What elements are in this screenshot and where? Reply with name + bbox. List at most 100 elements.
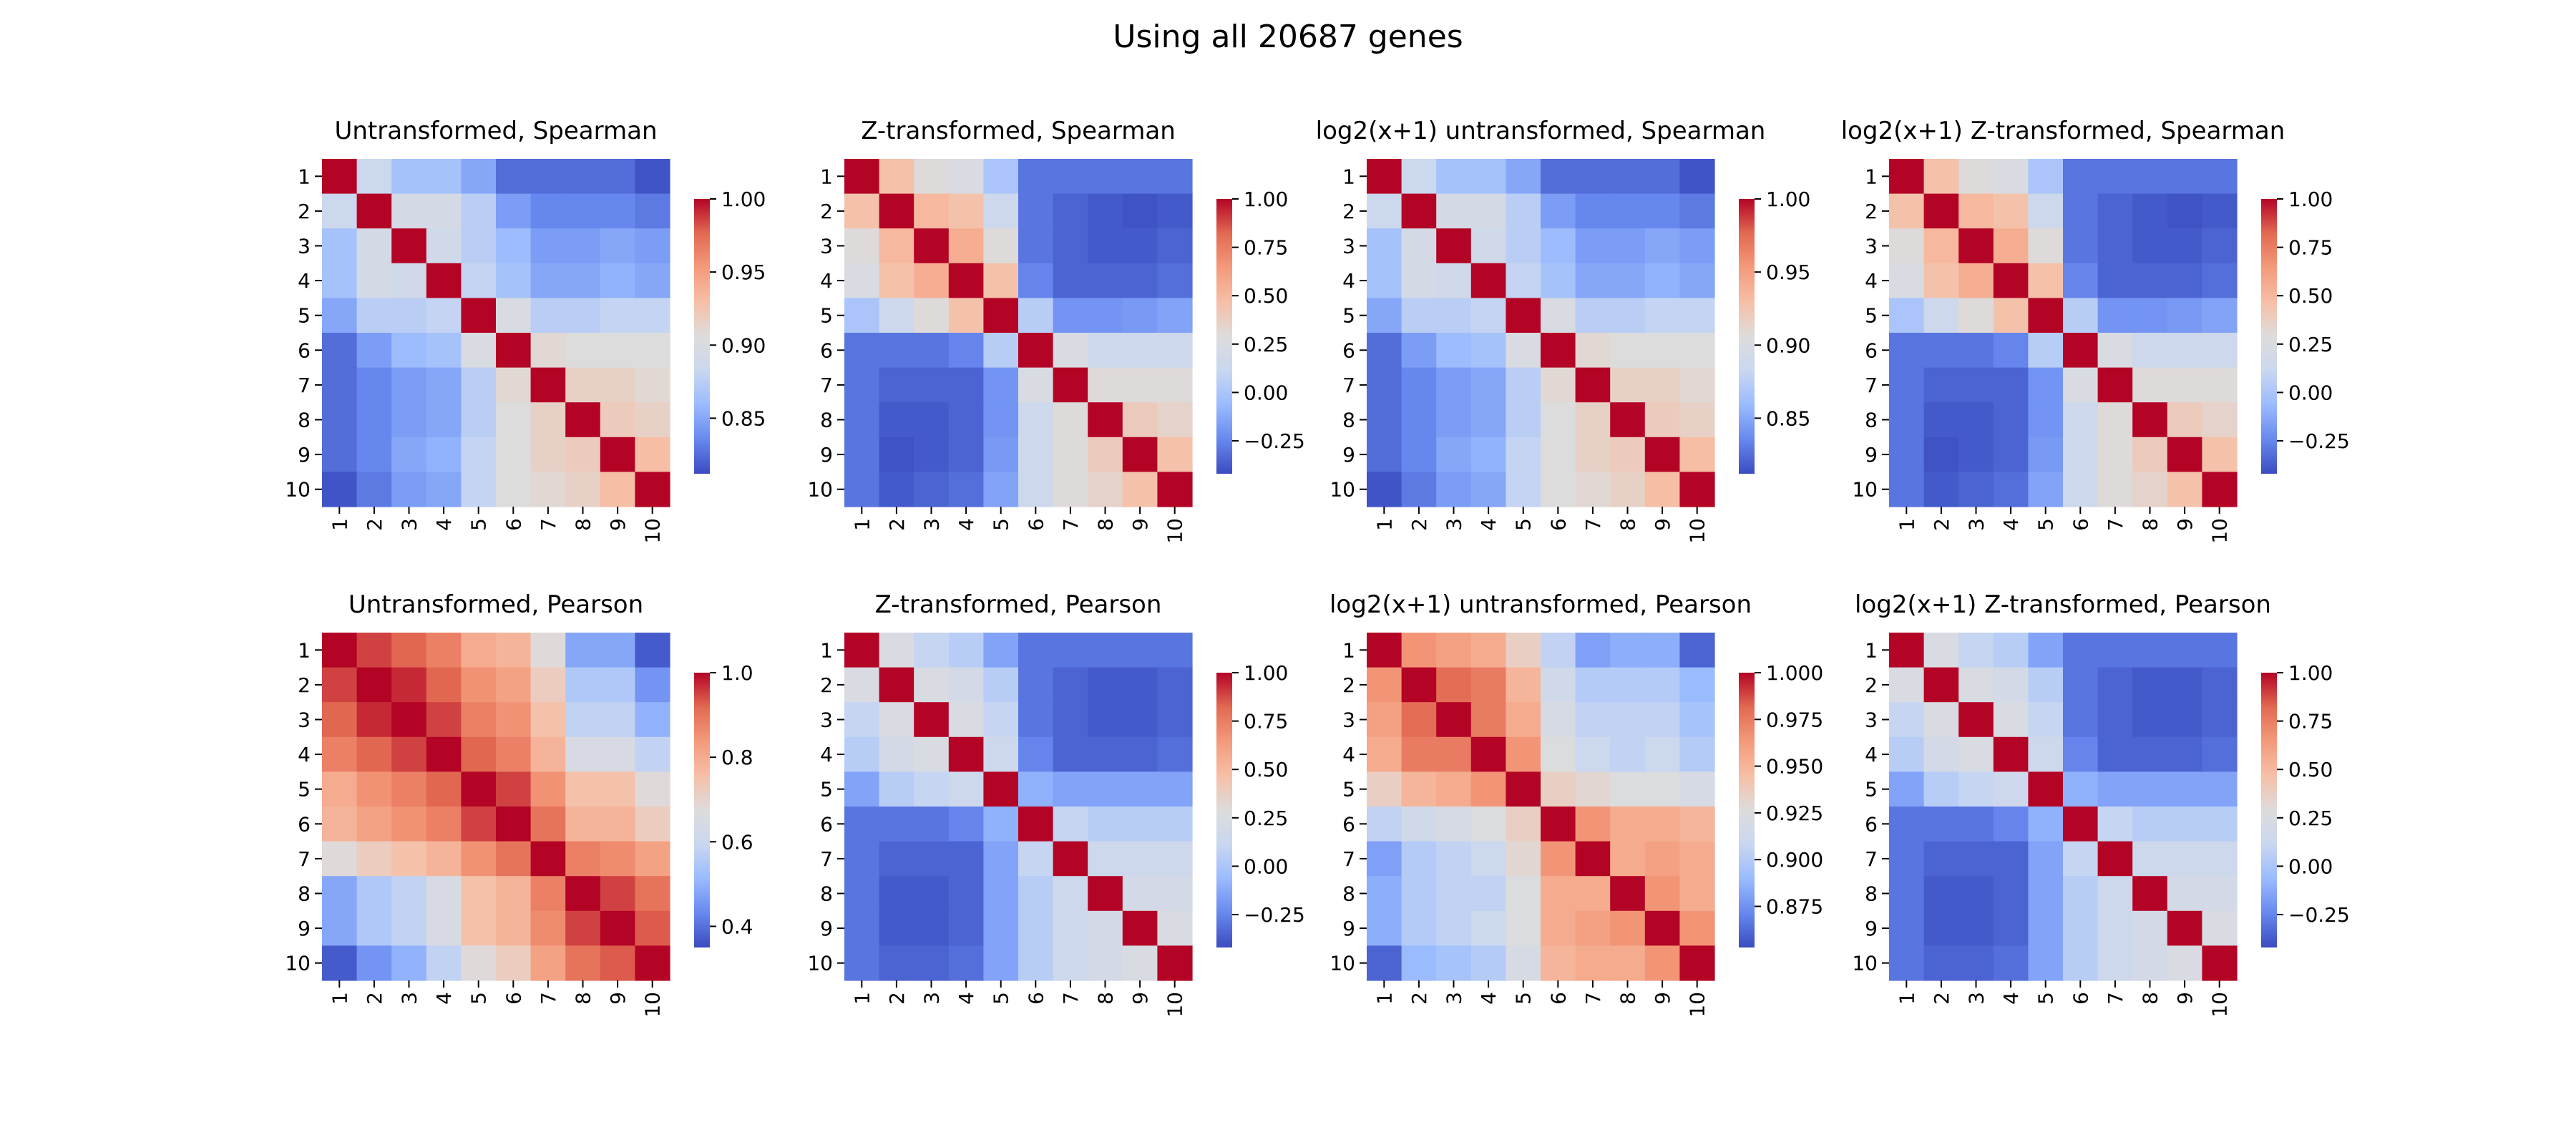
heatmap-cell <box>1053 771 1088 807</box>
heatmap-cell <box>426 402 462 438</box>
heatmap-cell <box>1610 263 1646 298</box>
heatmap-cell <box>600 298 635 333</box>
col-tick-label: 9 <box>606 992 630 1005</box>
heatmap-cell <box>914 228 950 264</box>
heatmap-cell <box>1018 228 1054 264</box>
heatmap-cell <box>1157 667 1193 703</box>
heatmap-cell <box>565 702 601 738</box>
col-tick-label: 3 <box>398 518 421 531</box>
heatmap-cell <box>914 402 950 438</box>
heatmap-cell <box>983 298 1019 333</box>
heatmap-cell <box>2063 667 2099 703</box>
row-tick-label: 2 <box>1342 673 1355 697</box>
heatmap-cell <box>426 228 462 264</box>
heatmap-cell <box>948 736 984 772</box>
heatmap-cell <box>1610 736 1646 772</box>
heatmap-cell <box>2097 333 2133 369</box>
heatmap-cell <box>914 263 950 298</box>
heatmap-cell <box>983 633 1019 668</box>
heatmap-cell <box>635 736 670 772</box>
heatmap-cell <box>844 667 880 703</box>
colorbar-tick-label: 0.85 <box>721 406 766 430</box>
heatmap-cell <box>1679 667 1715 703</box>
row-tick-label: 10 <box>807 952 833 975</box>
heatmap-cell <box>1088 667 1123 703</box>
heatmap-cell <box>2167 633 2202 668</box>
heatmap-cell <box>322 736 358 772</box>
heatmap-cell <box>1088 402 1123 438</box>
heatmap-cell <box>496 807 532 842</box>
heatmap-cell <box>1610 367 1646 403</box>
row-tick-label: 3 <box>298 708 311 732</box>
heatmap-cell <box>1923 945 1959 981</box>
heatmap-cell <box>2167 876 2202 912</box>
heatmap-cell <box>2097 159 2133 195</box>
heatmap-cell <box>1401 472 1437 507</box>
heatmap-cell <box>1367 807 1402 842</box>
heatmap-cell <box>1610 633 1646 668</box>
colorbar-tick-label: −0.25 <box>1244 429 1305 453</box>
heatmap-cell <box>1610 193 1646 229</box>
col-tick-label: 9 <box>1128 992 1152 1005</box>
heatmap-cell <box>1053 437 1088 472</box>
heatmap-cell <box>496 402 532 438</box>
row-tick-label: 7 <box>820 847 833 871</box>
heatmap-cell <box>2132 633 2168 668</box>
heatmap-cell <box>1506 159 1541 195</box>
heatmap-cell <box>391 807 427 842</box>
col-tick-label: 9 <box>1651 518 1674 531</box>
heatmap-cell <box>879 807 914 842</box>
heatmap-cell <box>879 333 914 369</box>
heatmap-cell <box>461 437 497 472</box>
heatmap-cell <box>2132 333 2168 369</box>
panel-title: Untransformed, Spearman <box>334 117 657 145</box>
heatmap-cell <box>879 193 914 229</box>
heatmap-cell <box>1401 807 1437 842</box>
heatmap-cell <box>1575 367 1611 403</box>
heatmap-cell <box>983 159 1019 195</box>
row-tick-label: 7 <box>298 847 311 871</box>
heatmap-cell <box>530 472 566 507</box>
heatmap-cell <box>635 193 670 229</box>
heatmap-cell <box>1644 736 1680 772</box>
heatmap-cell <box>1610 402 1646 438</box>
heatmap-cell <box>879 876 914 912</box>
heatmap-cell <box>879 736 914 772</box>
heatmap-cell <box>356 736 392 772</box>
heatmap-cell <box>2132 437 2168 472</box>
heatmap-cell <box>1367 702 1402 738</box>
row-tick-label: 10 <box>807 478 833 502</box>
colorbar-tick-label: 1.00 <box>721 187 766 211</box>
col-tick-label: 4 <box>955 992 978 1005</box>
heatmap-cell <box>914 333 950 369</box>
heatmap-cell <box>1470 702 1506 738</box>
heatmap-cell <box>1575 807 1611 842</box>
col-tick-label: 4 <box>432 518 456 531</box>
heatmap-cell <box>1610 472 1646 507</box>
panel-title: Z-transformed, Spearman <box>861 117 1176 145</box>
col-tick-label: 3 <box>1443 518 1466 531</box>
heatmap-cell <box>461 367 497 403</box>
heatmap-cell <box>1610 945 1646 981</box>
heatmap-cell <box>2132 402 2168 438</box>
heatmap-cell <box>2202 945 2238 981</box>
heatmap-cell <box>426 633 462 668</box>
heatmap-cell <box>1644 633 1680 668</box>
heatmap-cell <box>565 193 601 229</box>
heatmap-cell <box>1541 193 1576 229</box>
row-tick-label: 7 <box>1342 847 1355 871</box>
heatmap-cell <box>391 945 427 981</box>
heatmap-cell <box>1053 702 1088 738</box>
heatmap-cell <box>356 667 392 703</box>
col-tick-label: 1 <box>1372 992 1396 1005</box>
row-tick-label: 3 <box>820 708 833 732</box>
heatmap-cell <box>635 367 670 403</box>
heatmap-cell <box>2028 159 2064 195</box>
heatmap-cell <box>1889 402 1925 438</box>
heatmap-cell <box>1157 910 1193 946</box>
row-tick-label: 9 <box>1342 443 1355 467</box>
heatmap-cell <box>1157 228 1193 264</box>
heatmap-cell <box>1575 945 1611 981</box>
heatmap-cell <box>322 402 358 438</box>
